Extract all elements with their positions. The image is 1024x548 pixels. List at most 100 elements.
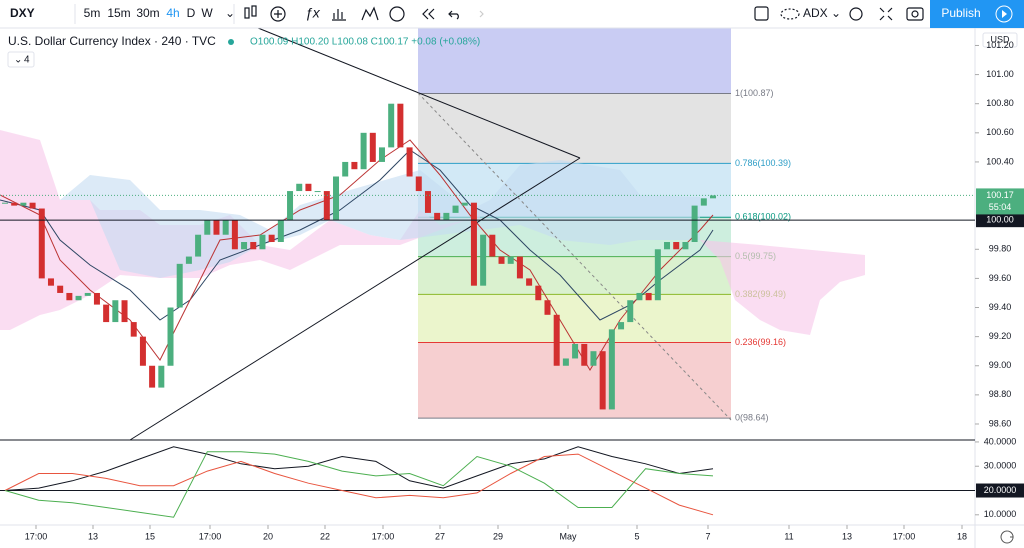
candle-body <box>342 161 349 177</box>
symbol-title: U.S. Dollar Currency Index · 240 · TVC <box>8 34 216 48</box>
candle-body <box>406 147 413 177</box>
candle-body <box>378 147 385 162</box>
panel-toggle-arrow <box>1002 10 1007 18</box>
y-tick-label: 101.00 <box>986 69 1014 79</box>
ohlc: O100.09 H100.20 L100.08 C100.17 +0.08 (+… <box>250 37 480 48</box>
candle-body <box>470 202 477 286</box>
candle-body <box>682 242 689 250</box>
candle-body <box>590 351 597 366</box>
y-tick-label: 99.00 <box>989 360 1012 370</box>
y-tick-label: 10.0000 <box>984 509 1017 519</box>
snapshot-lens <box>911 10 919 18</box>
candle-body <box>103 304 110 323</box>
x-tick-label: 27 <box>435 531 445 541</box>
candle-body <box>461 202 468 206</box>
legend: U.S. Dollar Currency Index · 240 · TVC O… <box>7 34 480 68</box>
fib-label: 0.236(99.16) <box>735 337 786 347</box>
candle-body <box>333 176 340 221</box>
candle-body <box>305 183 312 192</box>
panel-toggle-icon[interactable] <box>995 5 1013 23</box>
redo-icon[interactable] <box>479 10 484 18</box>
x-tick-label: 17:00 <box>199 531 222 541</box>
fib-label: 0.786(100.39) <box>735 158 791 168</box>
candle-body <box>204 220 211 235</box>
templates-icon[interactable] <box>361 6 379 21</box>
candle-body <box>250 242 257 250</box>
candle-body <box>20 202 27 206</box>
indicator-pane: 40.0000 30.0000 10.0000 20.0000 <box>0 436 1024 519</box>
candle-body <box>268 234 275 243</box>
layout-icon[interactable] <box>754 6 769 21</box>
candle-body <box>38 208 45 279</box>
candle-body <box>572 343 579 359</box>
candle-body <box>158 365 165 388</box>
candle-body <box>553 314 560 366</box>
y-tick-label: 100.40 <box>986 156 1014 166</box>
indicator-dropdown[interactable]: ⌄ <box>831 6 841 20</box>
chart-type-icon[interactable] <box>244 7 250 19</box>
currency: USD <box>990 34 1010 44</box>
collapse-button[interactable] <box>7 51 35 68</box>
level-label: 20.0000 <box>984 485 1017 495</box>
compare-icon[interactable] <box>270 6 286 22</box>
compare-plus[interactable] <box>274 10 282 18</box>
symbol[interactable]: DXY <box>10 6 35 20</box>
snapshot-icon[interactable] <box>906 7 924 21</box>
publish-label[interactable]: Publish <box>941 6 980 20</box>
indicator-count[interactable]: 4 <box>24 55 30 66</box>
candle-body <box>323 191 330 221</box>
fib-extension-zone <box>418 28 731 93</box>
publish-button[interactable] <box>930 0 992 28</box>
candle-body <box>599 351 606 410</box>
candle-body <box>296 183 303 192</box>
candle-body <box>443 212 450 221</box>
indicator-name[interactable]: ADX <box>803 6 828 20</box>
fib-label: 0.618(100.02) <box>735 212 791 222</box>
candle-body <box>57 285 64 293</box>
last-price-label: 100.17 <box>986 190 1014 200</box>
candle-body <box>608 329 615 410</box>
x-tick-label: 29 <box>493 531 503 541</box>
collapse-arrow[interactable]: ⌄ <box>14 55 22 66</box>
candle-body <box>691 205 698 243</box>
fx-icon[interactable]: ƒx <box>305 5 321 21</box>
toolbar: DXY ⌄ ƒx ADX ⌄ Publish 5m 1 <box>0 0 1024 29</box>
hline-label: 100.00 <box>986 215 1014 225</box>
x-tick-label: May <box>559 531 577 541</box>
panel-toggle[interactable] <box>992 0 1024 28</box>
fib-zone <box>418 294 731 343</box>
interval[interactable]: D <box>187 6 196 20</box>
candle-body <box>66 292 73 301</box>
x-tick-label: 15 <box>145 531 155 541</box>
y-tick-label: 101.20 <box>986 40 1014 50</box>
main-pane: 1(100.87)0.786(100.39)0.618(100.02)0.5(9… <box>0 27 865 441</box>
candle-body <box>47 278 54 286</box>
x-tick-label: 17:00 <box>25 531 48 541</box>
candle-body <box>259 234 266 250</box>
undo-icon[interactable] <box>448 10 459 20</box>
cloud-icon[interactable] <box>780 8 800 20</box>
x-tick-label: 18 <box>957 531 967 541</box>
fib-label: 0(98.64) <box>735 413 769 423</box>
chart-type-icon[interactable] <box>251 5 257 17</box>
interval[interactable]: 4h <box>166 6 179 20</box>
interval[interactable]: 15m <box>107 6 130 20</box>
indicators-icon[interactable] <box>332 9 346 21</box>
interval[interactable]: 30m <box>136 6 159 20</box>
candles <box>2 103 716 410</box>
interval[interactable]: 5m <box>84 6 101 20</box>
fullscreen-icon[interactable] <box>879 7 893 21</box>
candle-body <box>535 285 542 301</box>
alert-icon[interactable] <box>389 6 405 22</box>
y-tick-label: 99.20 <box>989 331 1012 341</box>
replay-icon[interactable] <box>422 8 435 20</box>
candle-body <box>645 292 652 301</box>
settings-icon[interactable] <box>849 7 863 21</box>
candle-body <box>360 132 367 170</box>
interval[interactable]: W <box>201 6 213 20</box>
settings-icon[interactable] <box>1000 530 1014 544</box>
x-tick-label: 20 <box>263 531 273 541</box>
y-tick-label: 98.80 <box>989 389 1012 399</box>
candle-body <box>654 249 661 301</box>
interval-dropdown[interactable]: ⌄ <box>225 6 235 20</box>
